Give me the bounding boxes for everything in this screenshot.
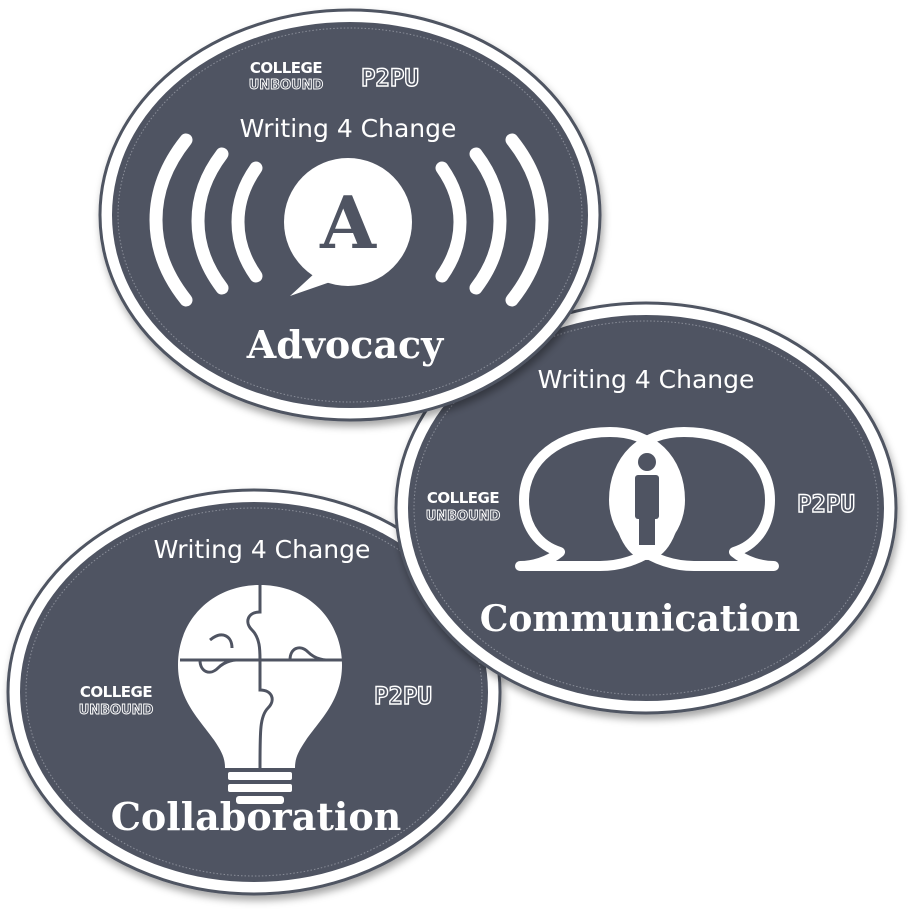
- badge-collaboration-tagline: Writing 4 Change: [154, 535, 371, 564]
- badge-advocacy: COLLEGE UNBOUND P2PU Writing 4 Change A …: [98, 8, 602, 422]
- badge-collaboration-title: Collaboration: [111, 794, 402, 839]
- wave-left-inner: [231, 161, 263, 283]
- puzzle-lightbulb-icon: [178, 585, 342, 804]
- badge-collaboration-p2pu-logo: P2PU: [374, 682, 432, 710]
- badge-advocacy-tagline: Writing 4 Change: [240, 114, 457, 143]
- speech-bubble-letter: A: [319, 180, 377, 265]
- badge-advocacy-college-unbound-top: COLLEGE: [250, 59, 322, 77]
- badge-advocacy-college-unbound-bottom: UNBOUND: [249, 78, 324, 93]
- info-speech-bubbles-icon: [515, 427, 779, 571]
- badge-collaboration-college-unbound-top: COLLEGE: [80, 683, 152, 701]
- badge-communication: Writing 4 Change COLLEGE UNBOUND P2PU Co…: [394, 301, 898, 715]
- badge-collaboration-college-unbound-bottom: UNBOUND: [79, 703, 154, 718]
- wave-right-middle: [469, 147, 507, 295]
- badge-communication-stitch: [413, 320, 879, 696]
- wave-left-middle: [191, 147, 229, 295]
- badge-advocacy-p2pu-logo: P2PU: [361, 64, 419, 92]
- broadcast-speech-bubble-icon: A: [149, 133, 549, 307]
- badge-advocacy-title: Advocacy: [246, 322, 444, 367]
- badge-communication-college-unbound-bottom: UNBOUND: [426, 509, 501, 524]
- speech-bubble: [284, 158, 412, 286]
- badge-collaboration-stitch: [25, 507, 483, 877]
- badge-communication-p2pu-logo: P2PU: [797, 490, 855, 518]
- badge-communication-college-unbound-top: COLLEGE: [427, 489, 499, 507]
- wave-right-outer: [505, 133, 549, 307]
- wave-left-outer: [149, 133, 193, 307]
- badge-communication-tagline: Writing 4 Change: [538, 365, 755, 394]
- badge-communication-title: Communication: [480, 598, 801, 640]
- badge-advocacy-stitch: [117, 27, 583, 403]
- wave-right-inner: [435, 161, 467, 283]
- badge-collaboration: Writing 4 Change COLLEGE UNBOUND P2PU Co…: [6, 488, 502, 896]
